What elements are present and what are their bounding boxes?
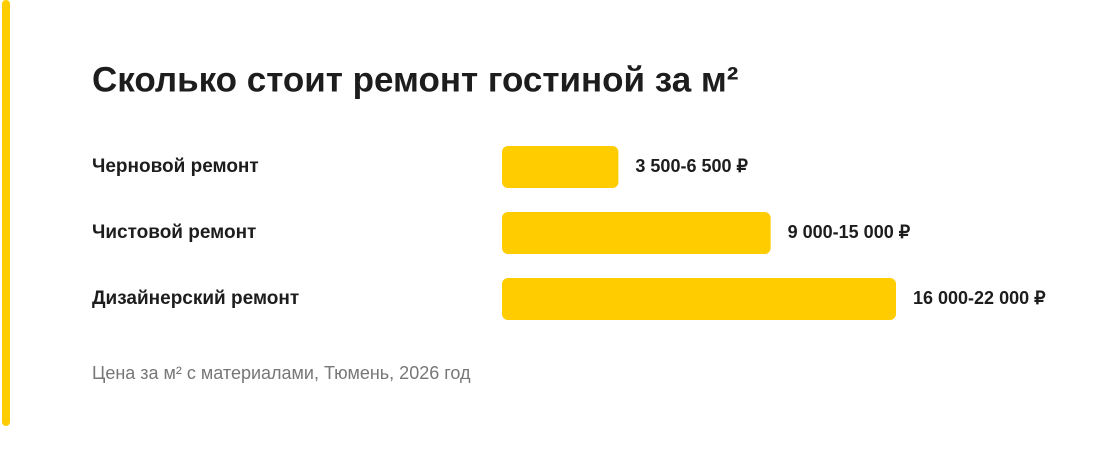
category-label: Черновой ремонт bbox=[92, 156, 259, 177]
accent-strip bbox=[2, 0, 10, 426]
category-label: Дизайнерский ремонт bbox=[92, 288, 299, 309]
category-label: Чистовой ремонт bbox=[92, 222, 256, 243]
value-label: 3 500-6 500 ₽ bbox=[635, 156, 748, 176]
footnote: Цена за м² с материалами, Тюмень, 2026 г… bbox=[92, 363, 471, 383]
chart-title: Сколько стоит ремонт гостиной за м² bbox=[92, 60, 738, 99]
value-label: 16 000-22 000 ₽ bbox=[913, 288, 1046, 308]
bar bbox=[502, 212, 771, 254]
bar bbox=[502, 278, 896, 320]
value-label: 9 000-15 000 ₽ bbox=[788, 222, 911, 242]
bar bbox=[502, 146, 619, 188]
